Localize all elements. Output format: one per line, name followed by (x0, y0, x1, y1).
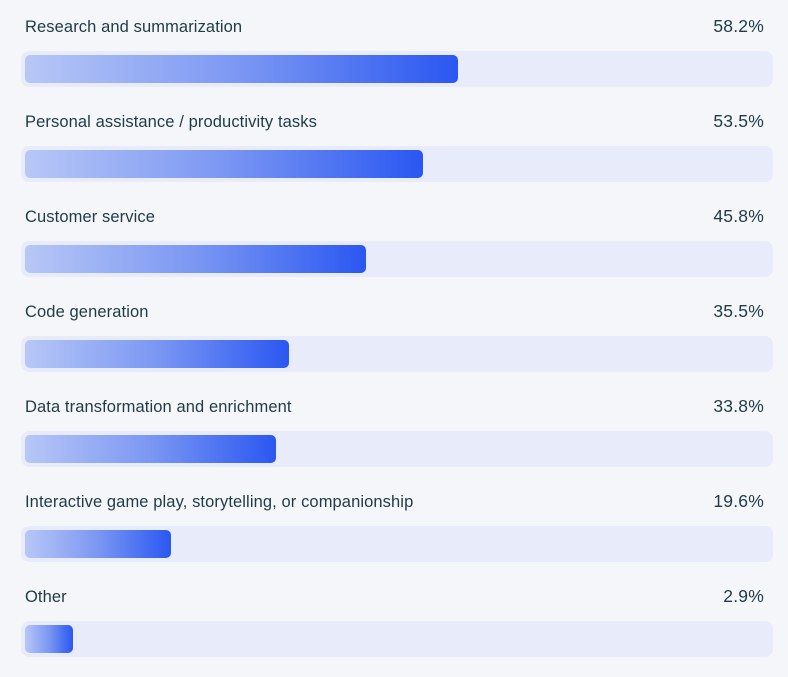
category-label: Interactive game play, storytelling, or … (25, 493, 414, 511)
value-label: 45.8% (713, 206, 764, 226)
bar-row: Data transformation and enrichment 33.8% (21, 396, 773, 467)
bar-track (21, 431, 773, 467)
bar-fill (25, 150, 424, 178)
category-label: Other (25, 588, 67, 606)
category-label: Data transformation and enrichment (25, 398, 292, 416)
bar-row: Code generation 35.5% (21, 301, 773, 372)
bar-fill (25, 435, 277, 463)
bar-row: Personal assistance / productivity tasks… (21, 111, 773, 182)
bar-track (21, 621, 773, 657)
value-label: 33.8% (713, 396, 764, 416)
bar-fill (25, 55, 458, 83)
value-label: 35.5% (713, 301, 764, 321)
value-label: 2.9% (723, 586, 764, 606)
row-header: Interactive game play, storytelling, or … (25, 491, 764, 512)
row-header: Data transformation and enrichment 33.8% (25, 396, 764, 417)
value-label: 19.6% (713, 491, 764, 511)
bar-track (21, 241, 773, 277)
row-header: Code generation 35.5% (25, 301, 764, 322)
bar-track (21, 146, 773, 182)
row-header: Personal assistance / productivity tasks… (25, 111, 764, 132)
row-header: Research and summarization 58.2% (25, 16, 764, 37)
bar-row: Research and summarization 58.2% (21, 16, 773, 87)
bar-fill (25, 625, 73, 653)
bar-fill (25, 530, 171, 558)
bar-track (21, 51, 773, 87)
bar-row: Customer service 45.8% (21, 206, 773, 277)
category-label: Personal assistance / productivity tasks (25, 113, 317, 131)
value-label: 58.2% (713, 16, 764, 36)
bar-fill (25, 245, 366, 273)
category-label: Customer service (25, 208, 155, 226)
row-header: Customer service 45.8% (25, 206, 764, 227)
bar-track (21, 336, 773, 372)
category-label: Code generation (25, 303, 149, 321)
row-header: Other 2.9% (25, 586, 764, 607)
bar-track (21, 526, 773, 562)
bar-fill (25, 340, 290, 368)
value-label: 53.5% (713, 111, 764, 131)
category-label: Research and summarization (25, 18, 243, 36)
bar-row: Interactive game play, storytelling, or … (21, 491, 773, 562)
bar-row: Other 2.9% (21, 586, 773, 657)
